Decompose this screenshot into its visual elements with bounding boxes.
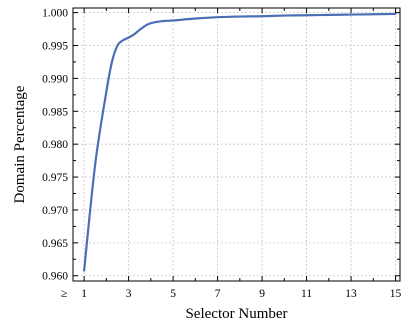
y-tick-label: 1.000	[42, 8, 68, 20]
grid-lines	[73, 8, 400, 281]
x-tick-label: 3	[126, 288, 132, 300]
y-tick-labels: 0.960 0.965 0.970 0.975 0.980 0.985 0.990 0.995…	[42, 8, 68, 283]
x-tick-label: 13	[345, 288, 357, 300]
x-axis-prefix-label: ≥	[61, 288, 67, 300]
y-tick-label: 0.960	[42, 271, 68, 283]
x-tick-label: 9	[259, 288, 265, 300]
x-tick-label: 1	[81, 288, 87, 300]
y-tick-label: 0.995	[42, 40, 68, 52]
x-tick-labels: 1 3 5 7 9 11 13 15	[81, 288, 401, 300]
y-tick-label: 0.985	[42, 106, 68, 118]
x-tick-label: 7	[215, 288, 221, 300]
y-tick-label: 0.965	[42, 238, 68, 250]
series-line	[83, 12, 397, 272]
x-tick-label: 5	[170, 288, 176, 300]
y-tick-label: 0.990	[42, 73, 68, 85]
y-tick-label: 0.970	[42, 205, 68, 217]
y-tick-label: 0.980	[42, 139, 68, 151]
x-axis-title: Selector Number	[185, 306, 287, 322]
x-tick-label: 11	[301, 288, 312, 300]
y-tick-label: 0.975	[42, 172, 68, 184]
x-tick-label: 15	[390, 288, 402, 300]
y-axis-title: Domain Percentage	[12, 85, 28, 203]
axis-ticks	[73, 8, 400, 281]
